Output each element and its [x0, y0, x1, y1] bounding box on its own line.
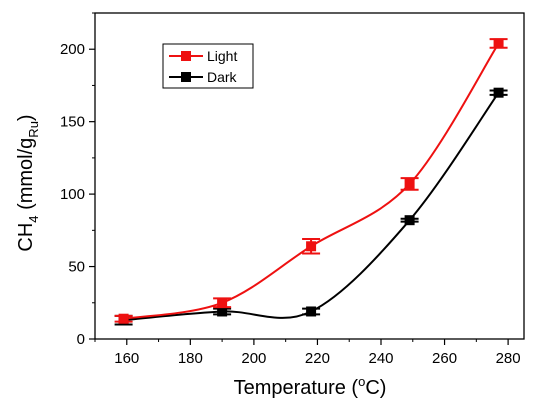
legend-marker-dark: [181, 72, 191, 82]
data-point-dark: [217, 306, 228, 317]
data-point-dark: [493, 87, 504, 98]
y-axis-title: CH4 (mmol/gRu): [15, 114, 41, 251]
data-point-light: [118, 313, 129, 324]
legend-label-dark: Dark: [207, 69, 238, 85]
axes-layer: 160 180 200 220 240 260 280 0 50 100 150 200: [60, 12, 525, 367]
y-tick-label: 50: [68, 259, 85, 276]
x-tick-label: 240: [368, 350, 393, 367]
y-tick-label: 100: [60, 186, 85, 203]
legend: Light Dark: [162, 43, 254, 89]
data-point-dark: [306, 306, 317, 317]
data-point-light: [306, 241, 317, 252]
plot-frame: [94, 12, 525, 340]
legend-label-light: Light: [207, 48, 237, 64]
legend-marker-light: [181, 51, 191, 61]
series-line-dark: [123, 92, 500, 322]
y-tick-label: 0: [77, 331, 85, 348]
data-point-light: [217, 297, 228, 308]
y-tick-label: 150: [60, 114, 85, 131]
series-layer: [114, 38, 508, 326]
x-tick-label: 260: [432, 350, 457, 367]
x-tick-label: 220: [305, 350, 330, 367]
data-point-dark: [404, 215, 415, 226]
data-point-light: [493, 38, 504, 49]
x-tick-label: 160: [114, 350, 139, 367]
x-tick-label: 200: [241, 350, 266, 367]
x-tick-label: 280: [496, 350, 521, 367]
x-axis-title: Temperature (oC): [234, 374, 387, 398]
y-tick-label: 200: [60, 41, 85, 58]
data-point-light: [404, 178, 415, 189]
legend-box: [162, 43, 254, 89]
x-tick-label: 180: [178, 350, 203, 367]
